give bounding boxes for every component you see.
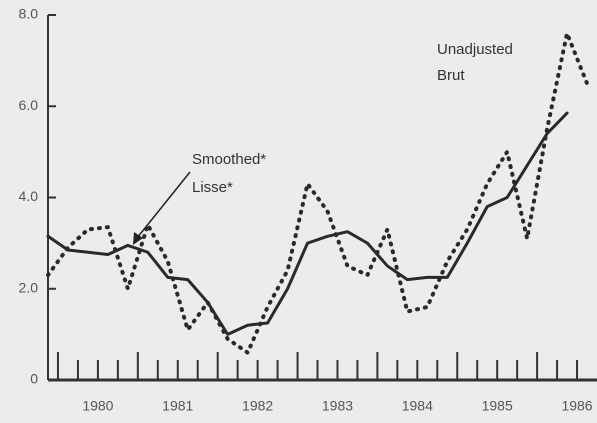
arrow-head	[133, 232, 143, 245]
x-tick-label: 1984	[402, 398, 433, 414]
x-tick-label: 1981	[162, 398, 193, 414]
x-tick-label: 1982	[242, 398, 273, 414]
y-tick-label: 2.0	[19, 279, 39, 295]
y-tick-label: 4.0	[19, 188, 39, 204]
line-series	[46, 31, 590, 355]
y-tick-label: 6.0	[19, 97, 39, 113]
annotation: Brut	[437, 67, 465, 84]
line-series	[46, 111, 569, 336]
x-tick-label: 1980	[82, 398, 113, 414]
x-tick-label: 1983	[322, 398, 353, 414]
y-tick-label: 0	[30, 371, 38, 387]
annotation: Lisse*	[192, 179, 233, 196]
y-tick-label: 8.0	[19, 6, 39, 22]
annotation: Smoothed*	[192, 151, 266, 168]
x-tick-label: 1985	[482, 398, 513, 414]
annotation: Unadjusted	[437, 41, 513, 58]
x-tick-label: 1986	[561, 398, 592, 414]
